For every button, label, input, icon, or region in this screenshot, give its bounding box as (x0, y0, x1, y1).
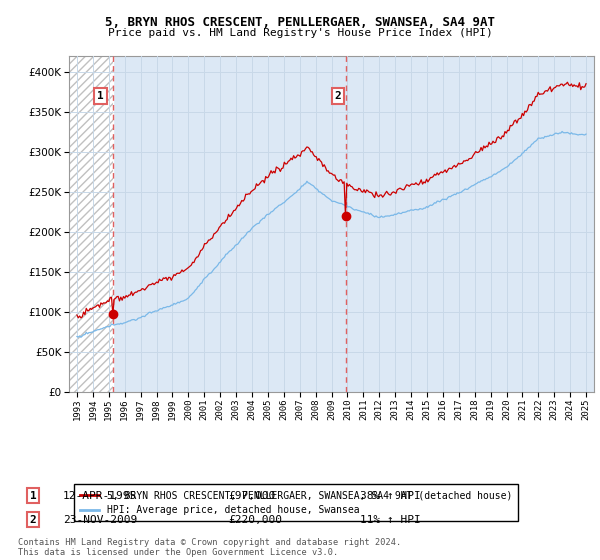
Legend: 5, BRYN RHOS CRESCENT, PENLLERGAER, SWANSEA, SA4 9AT (detached house), HPI: Aver: 5, BRYN RHOS CRESCENT, PENLLERGAER, SWAN… (74, 484, 518, 521)
Text: 1: 1 (29, 491, 37, 501)
Bar (69, 56, 113, 392)
Text: 2: 2 (29, 515, 37, 525)
Bar (69, 56, 113, 392)
Text: 5, BRYN RHOS CRESCENT, PENLLERGAER, SWANSEA, SA4 9AT: 5, BRYN RHOS CRESCENT, PENLLERGAER, SWAN… (105, 16, 495, 29)
Text: 38% ↑ HPI: 38% ↑ HPI (360, 491, 421, 501)
Text: 12-APR-1995: 12-APR-1995 (63, 491, 137, 501)
Text: 2: 2 (334, 91, 341, 101)
Text: 11% ↑ HPI: 11% ↑ HPI (360, 515, 421, 525)
Text: £220,000: £220,000 (228, 515, 282, 525)
Text: 23-NOV-2009: 23-NOV-2009 (63, 515, 137, 525)
Text: Price paid vs. HM Land Registry's House Price Index (HPI): Price paid vs. HM Land Registry's House … (107, 28, 493, 38)
Text: Contains HM Land Registry data © Crown copyright and database right 2024.
This d: Contains HM Land Registry data © Crown c… (18, 538, 401, 557)
Text: 1: 1 (97, 91, 104, 101)
Text: £97,000: £97,000 (228, 491, 275, 501)
